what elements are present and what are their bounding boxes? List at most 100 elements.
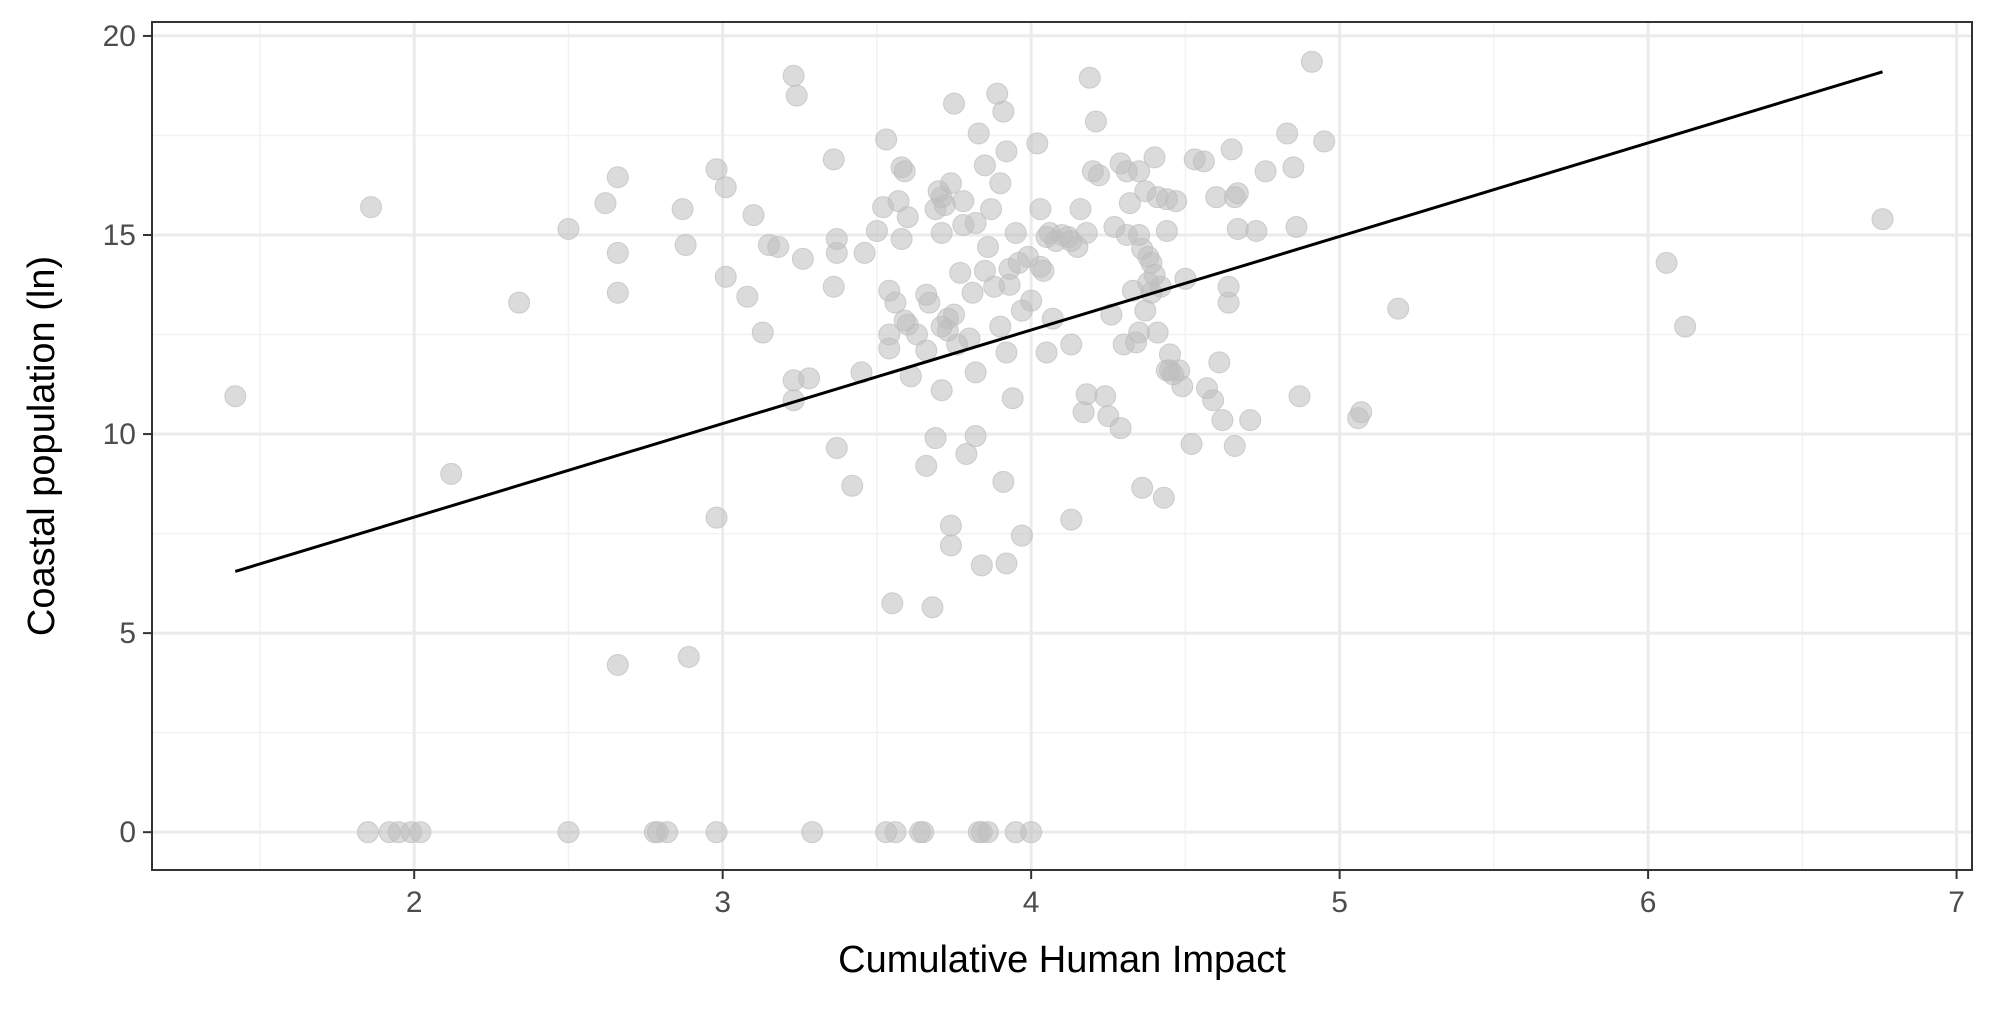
data-point — [878, 337, 901, 360]
data-point — [671, 198, 694, 221]
data-point — [705, 158, 728, 181]
x-tick-label: 4 — [1023, 886, 1040, 919]
data-point — [943, 303, 966, 326]
data-point — [606, 281, 629, 304]
data-point — [995, 552, 1018, 575]
data-point — [1131, 476, 1154, 499]
data-point — [360, 196, 383, 219]
data-point — [1094, 385, 1117, 408]
data-point — [964, 361, 987, 384]
data-point — [1075, 222, 1098, 245]
data-point — [1313, 130, 1336, 153]
data-point — [1060, 508, 1083, 531]
data-point — [1118, 192, 1141, 215]
data-point — [1208, 351, 1231, 374]
data-point — [893, 160, 916, 183]
data-point — [1655, 251, 1678, 274]
data-point — [1128, 321, 1151, 344]
data-point — [594, 192, 617, 215]
data-point — [606, 166, 629, 189]
data-point — [736, 285, 759, 308]
y-tick-label: 15 — [103, 219, 136, 252]
data-point — [1211, 409, 1234, 432]
data-points — [224, 50, 1894, 844]
data-point — [785, 84, 808, 107]
data-point — [1254, 160, 1277, 183]
data-point — [1084, 110, 1107, 133]
data-point — [881, 592, 904, 615]
data-point — [1020, 289, 1043, 312]
data-point — [557, 821, 580, 844]
data-point — [961, 281, 984, 304]
data-point — [798, 367, 821, 390]
y-tick-label: 0 — [119, 816, 136, 849]
data-point — [939, 514, 962, 537]
data-point — [998, 273, 1021, 296]
data-point — [674, 233, 697, 256]
data-point — [1350, 401, 1373, 424]
data-point — [356, 821, 379, 844]
data-point — [1171, 375, 1194, 398]
data-point — [825, 436, 848, 459]
x-tick-label: 7 — [1948, 886, 1965, 919]
data-point — [782, 64, 805, 87]
data-point — [995, 341, 1018, 364]
plot-panel-border — [151, 21, 1973, 871]
data-point — [440, 462, 463, 485]
y-tick-label: 10 — [103, 418, 136, 451]
data-point — [939, 534, 962, 557]
data-point — [557, 218, 580, 241]
data-point — [890, 227, 913, 250]
data-point — [1223, 435, 1246, 457]
data-point — [875, 128, 898, 151]
data-point — [992, 470, 1015, 493]
x-tick-label: 6 — [1640, 886, 1657, 919]
data-point — [751, 321, 774, 344]
data-point — [1060, 333, 1083, 356]
data-point — [1020, 821, 1043, 844]
data-point — [1143, 146, 1166, 169]
data-point — [1226, 218, 1249, 241]
data-point — [992, 100, 1015, 123]
major-gridlines — [152, 22, 1972, 870]
y-axis-title: Coastal population (ln) — [21, 256, 63, 636]
y-axis: 0 5 10 15 20 — [103, 20, 152, 849]
data-point — [1205, 186, 1228, 209]
data-point — [1202, 389, 1225, 412]
data-point — [955, 442, 978, 465]
data-point — [896, 206, 919, 229]
data-point — [915, 339, 938, 362]
data-point — [705, 821, 728, 844]
data-point — [1155, 220, 1178, 243]
data-point — [1288, 385, 1311, 408]
data-point — [1072, 401, 1095, 424]
data-point — [967, 122, 990, 145]
data-point — [1165, 190, 1188, 213]
data-point — [970, 554, 993, 577]
data-point — [939, 172, 962, 195]
data-point — [853, 241, 876, 264]
y-tick-label: 5 — [119, 617, 136, 650]
data-point — [976, 821, 999, 844]
data-point — [841, 474, 864, 497]
data-point — [822, 148, 845, 171]
data-point — [801, 821, 824, 844]
data-point — [705, 506, 728, 529]
data-point — [1035, 341, 1058, 364]
data-point — [1871, 208, 1894, 231]
data-point — [989, 315, 1012, 338]
data-point — [933, 194, 956, 217]
data-point — [1010, 524, 1033, 547]
data-point — [1387, 297, 1410, 320]
data-point — [825, 241, 848, 264]
data-point — [952, 190, 975, 213]
data-point — [921, 596, 944, 619]
data-point — [677, 646, 700, 669]
data-point — [1109, 417, 1132, 440]
data-point — [1078, 66, 1101, 89]
data-point — [943, 92, 966, 115]
data-point — [1001, 387, 1024, 410]
data-point — [1220, 138, 1243, 161]
data-point — [1180, 433, 1203, 456]
